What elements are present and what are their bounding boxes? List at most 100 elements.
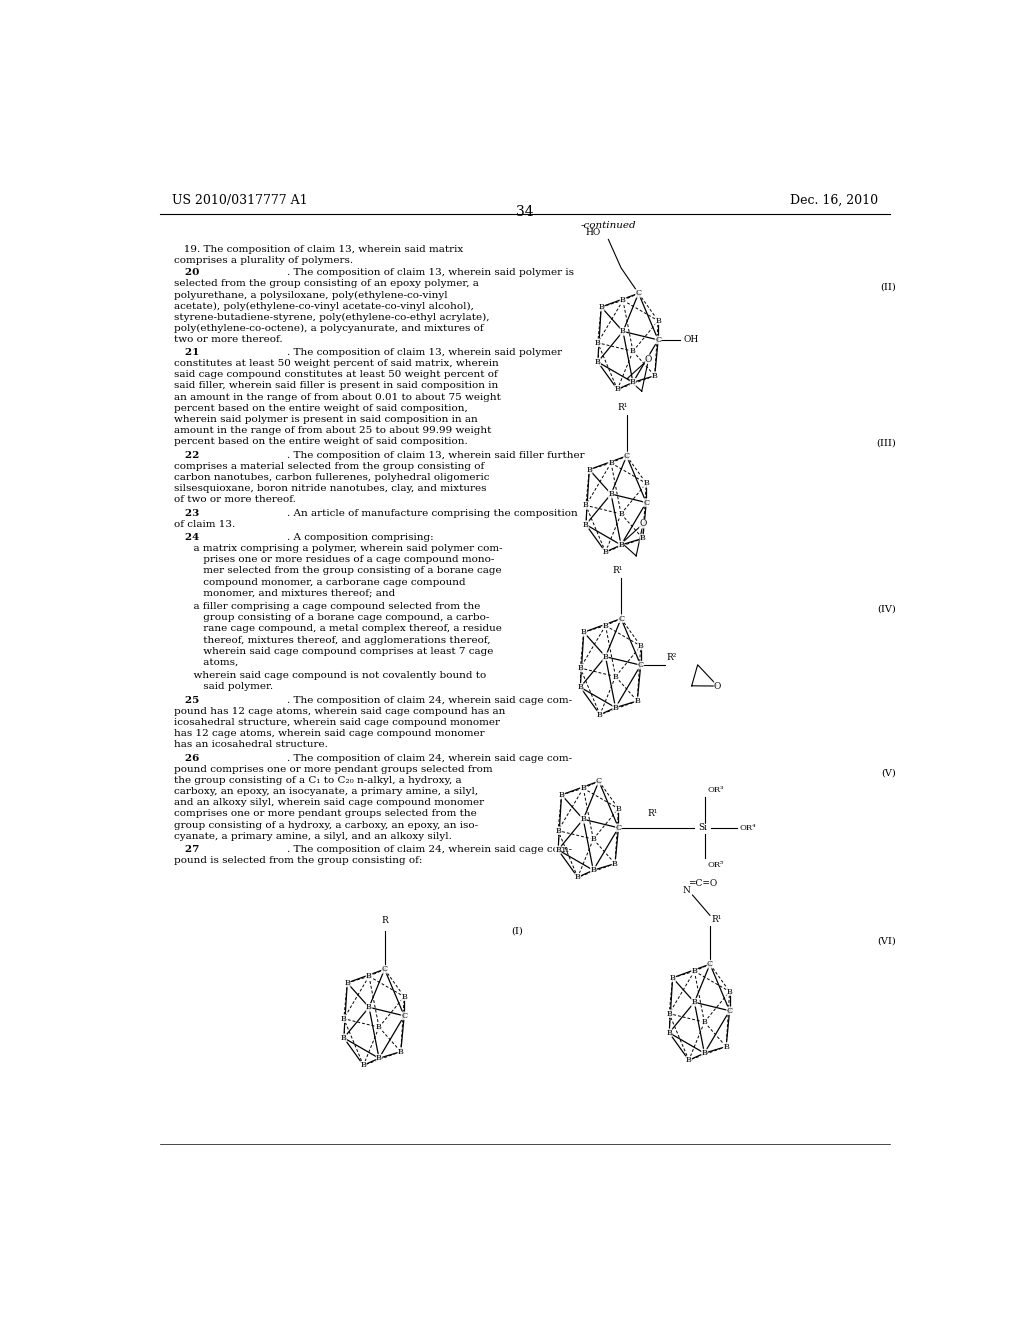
Text: B: B [558,791,564,799]
Text: Dec. 16, 2010: Dec. 16, 2010 [790,194,878,207]
Text: amount in the range of from about 25 to about 99.99 weight: amount in the range of from about 25 to … [174,426,492,436]
Text: 21: 21 [174,348,200,356]
Text: Si: Si [697,824,707,833]
Text: B: B [591,866,596,874]
Text: 34: 34 [516,205,534,219]
Text: pound is selected from the group consisting of:: pound is selected from the group consist… [174,857,423,865]
Text: 22: 22 [174,450,200,459]
Text: atoms,: atoms, [174,657,239,667]
Text: (II): (II) [881,282,896,292]
Text: C: C [596,777,602,785]
Text: poly(ethylene-co-octene), a polycyanurate, and mixtures of: poly(ethylene-co-octene), a polycyanurat… [174,325,483,333]
Text: B: B [587,466,592,474]
Text: =C=O: =C=O [688,879,718,888]
Text: polyurethane, a polysiloxane, poly(ethylene-co-vinyl: polyurethane, a polysiloxane, poly(ethyl… [174,290,447,300]
Text: B: B [583,520,589,528]
Text: B: B [630,347,636,355]
Text: C: C [382,965,388,973]
Text: R¹: R¹ [647,809,657,817]
Text: B: B [581,784,586,792]
Text: B: B [630,379,636,387]
Text: . The composition of claim 24, wherein said cage com-: . The composition of claim 24, wherein s… [287,845,572,854]
Text: rane cage compound, a metal complex thereof, a residue: rane cage compound, a metal complex ther… [174,624,502,634]
Text: B: B [583,502,589,510]
Text: 27: 27 [174,845,200,854]
Text: pound has 12 cage atoms, wherein said cage compound has an: pound has 12 cage atoms, wherein said ca… [174,706,506,715]
Text: B: B [376,1023,382,1031]
Text: B: B [638,642,644,649]
Text: carbon nanotubes, carbon fullerenes, polyhedral oligomeric: carbon nanotubes, carbon fullerenes, pol… [174,473,489,482]
Text: wherein said cage compound is not covalently bound to: wherein said cage compound is not covale… [174,671,486,680]
Text: a filler comprising a cage compound selected from the: a filler comprising a cage compound sele… [174,602,480,611]
Text: R¹: R¹ [617,403,628,412]
Text: B: B [344,979,350,987]
Text: . The composition of claim 13, wherein said polymer is: . The composition of claim 13, wherein s… [287,268,574,277]
Text: B: B [376,1055,382,1063]
Text: group consisting of a hydroxy, a carboxy, an epoxy, an iso-: group consisting of a hydroxy, a carboxy… [174,821,478,829]
Text: -continued: -continued [581,222,636,231]
Text: . A composition comprising:: . A composition comprising: [287,533,434,543]
Text: (IV): (IV) [878,605,896,614]
Text: B: B [727,987,732,995]
Text: C: C [615,824,622,832]
Text: an amount in the range of from about 0.01 to about 75 weight: an amount in the range of from about 0.0… [174,392,501,401]
Text: B: B [612,672,618,681]
Text: B: B [612,704,618,711]
Text: constitutes at least 50 weight percent of said matrix, wherein: constitutes at least 50 weight percent o… [174,359,499,368]
Text: B: B [701,1018,708,1026]
Text: N: N [682,887,690,895]
Text: B: B [578,684,584,692]
Text: B: B [643,479,649,487]
Text: B: B [602,548,608,556]
Text: B: B [691,998,697,1006]
Text: B: B [398,1048,403,1056]
Text: R²: R² [667,653,677,663]
Text: B: B [686,1056,692,1064]
Text: percent based on the entire weight of said composition.: percent based on the entire weight of sa… [174,437,468,446]
Text: percent based on the entire weight of said composition,: percent based on the entire weight of sa… [174,404,468,413]
Text: R: R [381,916,388,924]
Text: OH: OH [684,335,698,345]
Text: and an alkoxy silyl, wherein said cage compound monomer: and an alkoxy silyl, wherein said cage c… [174,799,484,808]
Text: B: B [555,826,561,834]
Text: selected from the group consisting of an epoxy polymer, a: selected from the group consisting of an… [174,280,479,288]
Text: B: B [602,622,608,630]
Text: B: B [612,859,618,867]
Text: of two or more thereof.: of two or more thereof. [174,495,296,504]
Text: wherein said cage compound comprises at least 7 cage: wherein said cage compound comprises at … [174,647,494,656]
Text: B: B [574,874,581,882]
Text: of claim 13.: of claim 13. [174,520,236,529]
Text: B: B [614,385,621,393]
Text: group consisting of a borane cage compound, a carbo-: group consisting of a borane cage compou… [174,614,489,622]
Text: cyanate, a primary amine, a silyl, and an alkoxy silyl.: cyanate, a primary amine, a silyl, and a… [174,832,452,841]
Text: B: B [366,973,372,981]
Text: silsesquioxane, boron nitride nanotubes, clay, and mixtures: silsesquioxane, boron nitride nanotubes,… [174,484,486,494]
Text: icosahedral structure, wherein said cage compound monomer: icosahedral structure, wherein said cage… [174,718,500,727]
Text: C: C [643,499,649,507]
Text: wherein said polymer is present in said composition in an: wherein said polymer is present in said … [174,414,478,424]
Text: R¹: R¹ [612,566,623,576]
Text: 20: 20 [174,268,200,277]
Text: OR⁴: OR⁴ [739,824,756,832]
Text: B: B [618,510,624,517]
Text: B: B [723,1043,729,1051]
Text: B: B [620,297,626,305]
Text: OR⁵: OR⁵ [708,862,724,870]
Text: B: B [634,697,640,705]
Text: compound monomer, a carborane cage compound: compound monomer, a carborane cage compo… [174,578,466,586]
Text: B: B [366,1003,372,1011]
Text: mer selected from the group consisting of a borane cage: mer selected from the group consisting o… [174,566,502,576]
Text: C: C [638,661,644,669]
Text: (V): (V) [882,768,896,777]
Text: 25: 25 [174,696,200,705]
Text: comprises a plurality of polymers.: comprises a plurality of polymers. [174,256,353,265]
Text: B: B [341,1015,347,1023]
Text: said polymer.: said polymer. [174,682,273,692]
Text: B: B [655,317,662,325]
Text: C: C [707,960,713,968]
Text: (III): (III) [877,438,896,447]
Text: pound comprises one or more pendant groups selected from: pound comprises one or more pendant grou… [174,764,493,774]
Text: B: B [598,304,604,312]
Text: B: B [608,459,614,467]
Text: (I): (I) [511,927,522,936]
